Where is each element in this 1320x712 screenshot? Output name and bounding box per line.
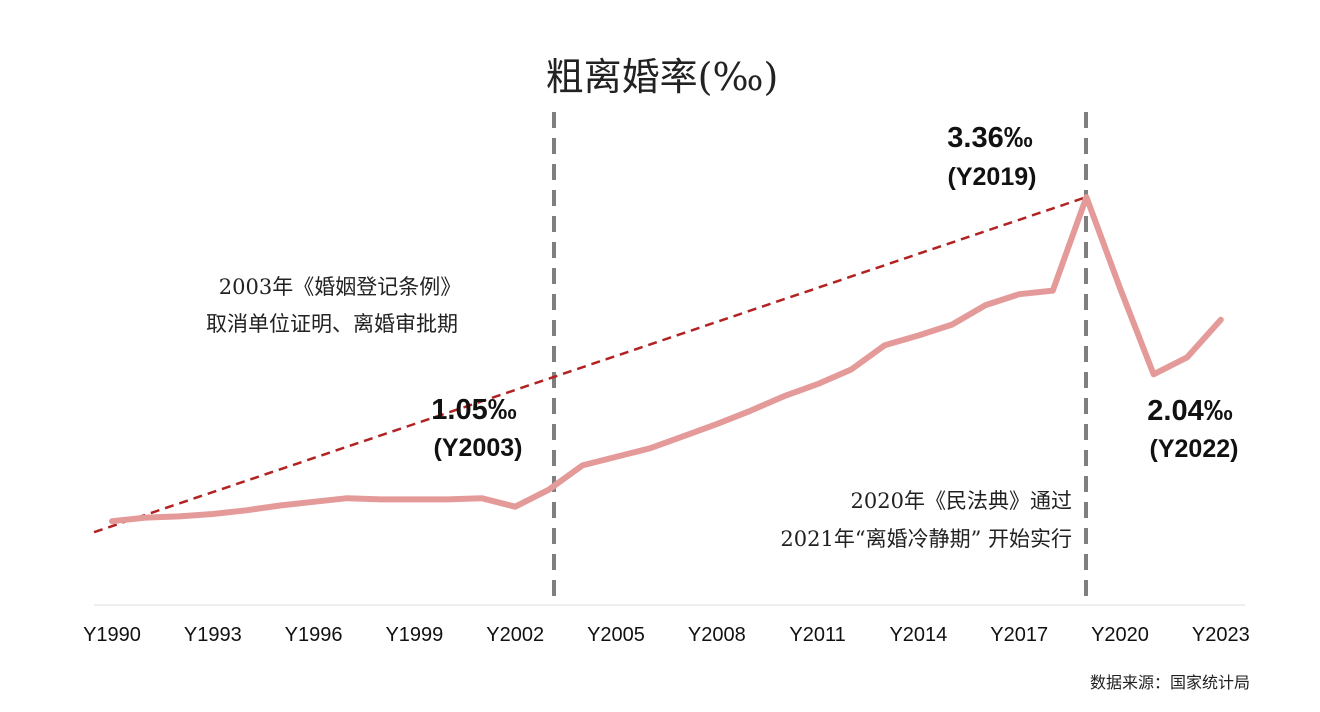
- x-tick-label: Y2014: [889, 624, 947, 646]
- data-source: 数据来源：国家统计局: [1090, 673, 1250, 692]
- x-tick-label: Y1993: [184, 624, 242, 646]
- annotation-2003: 1.05‰ (Y2003): [431, 394, 522, 462]
- annotation-2022-year: (Y2022): [1150, 435, 1239, 463]
- annotation-2003-year: (Y2003): [434, 434, 523, 462]
- x-tick-label: Y2017: [990, 624, 1048, 646]
- annotation-2022: 2.04‰ (Y2022): [1147, 395, 1238, 463]
- x-tick-label: Y1999: [385, 624, 443, 646]
- x-tick-labels: Y1990 Y1993 Y1996 Y1999 Y2002 Y2005 Y2008 Y2011…: [83, 624, 1250, 646]
- x-tick-label: Y2023: [1192, 624, 1250, 646]
- x-tick-label: Y1996: [285, 624, 343, 646]
- note-2003-line2: 取消单位证明、离婚审批期: [206, 312, 458, 336]
- note-2020-line1: 2020年《民法典》通过: [851, 489, 1072, 513]
- note-2020: 2020年《民法典》通过 2021年“离婚冷静期” 开始实行: [780, 489, 1072, 551]
- x-tick-label: Y2002: [486, 624, 544, 646]
- x-tick-label: Y2005: [587, 624, 645, 646]
- annotation-2003-value: 1.05‰: [431, 394, 516, 426]
- annotation-2022-value: 2.04‰: [1147, 395, 1232, 427]
- x-tick-label: Y2008: [688, 624, 746, 646]
- x-tick-label: Y2020: [1091, 624, 1149, 646]
- note-2003-line1: 2003年《婚姻登记条例》: [219, 275, 461, 299]
- annotation-2019-value: 3.36‰: [947, 122, 1032, 154]
- annotation-2019-year: (Y2019): [948, 163, 1037, 191]
- series-line: [109, 194, 1224, 525]
- trendline: [93, 195, 1087, 534]
- note-2020-line2: 2021年“离婚冷静期” 开始实行: [780, 527, 1072, 551]
- annotation-2019: 3.36‰ (Y2019): [947, 122, 1036, 191]
- note-2003: 2003年《婚姻登记条例》 取消单位证明、离婚审批期: [206, 275, 461, 336]
- chart-title: 粗离婚率(‰): [546, 55, 779, 99]
- x-tick-label: Y1990: [83, 624, 141, 646]
- x-tick-label: Y2011: [789, 624, 845, 646]
